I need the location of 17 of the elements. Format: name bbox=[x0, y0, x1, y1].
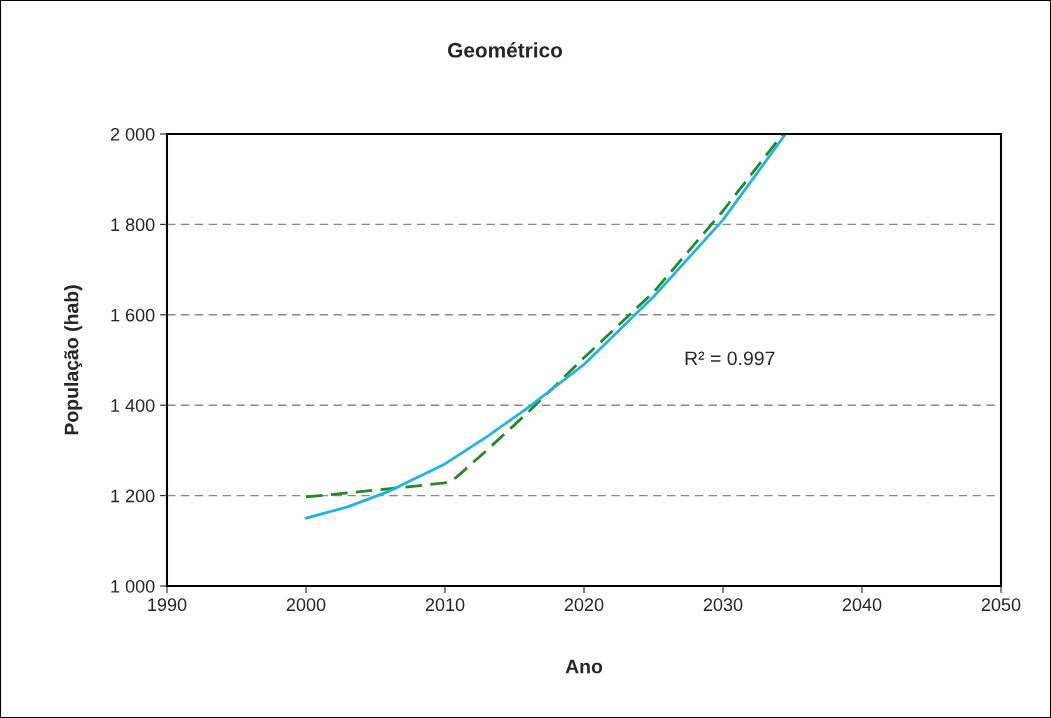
x-tick-label: 2030 bbox=[703, 598, 743, 612]
x-tick-label: 2000 bbox=[286, 598, 326, 612]
x-axis-title: Ano bbox=[565, 659, 603, 674]
x-tick-label: 2040 bbox=[842, 598, 882, 612]
y-axis-title: População (hab) bbox=[64, 285, 83, 435]
chart-title: Geométrico bbox=[447, 42, 563, 58]
x-tick-label: 2010 bbox=[425, 598, 465, 612]
x-tick-label: 2050 bbox=[981, 598, 1021, 612]
y-tick-label: 1 800 bbox=[111, 218, 155, 232]
y-tick-label: 1 400 bbox=[111, 399, 155, 412]
x-tick-label: 1990 bbox=[148, 598, 187, 612]
x-tick-label: 2020 bbox=[564, 598, 604, 612]
y-tick-label: 1 000 bbox=[111, 579, 155, 593]
annotation: R² = 0.997 bbox=[685, 351, 775, 366]
y-tick-label: 1 200 bbox=[111, 489, 155, 503]
y-tick-label: 1 600 bbox=[111, 308, 155, 322]
y-tick-label: 2 000 bbox=[110, 127, 155, 141]
